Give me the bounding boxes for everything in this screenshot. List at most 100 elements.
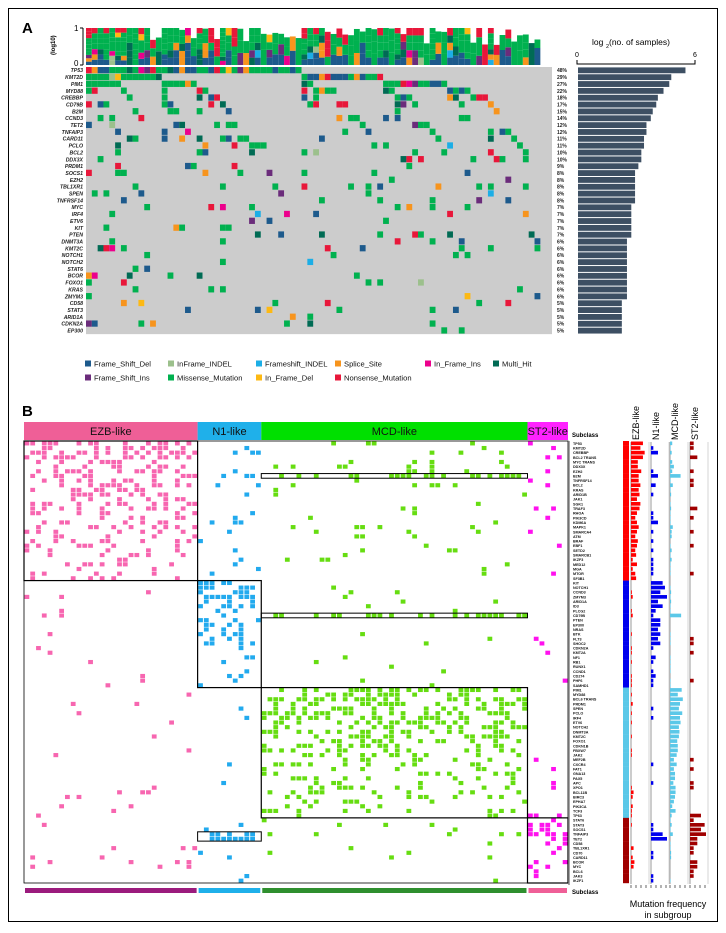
- mutation-frequency-bar: [670, 753, 677, 757]
- subclass-bottom-bar: [25, 888, 197, 893]
- mutation-cell: [111, 808, 117, 814]
- mutation-cell: [290, 711, 296, 716]
- mutation-cell: [331, 441, 337, 446]
- mutation-cell: [70, 576, 76, 581]
- gene-label: DNMT3A: [573, 730, 589, 734]
- mutation-cell: [487, 725, 493, 730]
- mutation-cell: [157, 450, 163, 455]
- mutation-cell: [117, 790, 122, 795]
- mutation-percent: 22%: [557, 89, 568, 95]
- top-bar-segment: [324, 40, 331, 49]
- sample-count-bar: [578, 149, 642, 156]
- mutation-cell: [348, 799, 354, 804]
- mutation-cell: [126, 135, 133, 142]
- mutation-cell: [556, 813, 562, 818]
- gene-label: SOCS1: [65, 171, 83, 177]
- mutation-cell: [354, 525, 360, 530]
- mutation-cell: [82, 450, 88, 455]
- mutation-cell: [163, 506, 169, 511]
- mutation-cell: [499, 794, 504, 800]
- top-bar-segment: [103, 49, 110, 55]
- mutation-cell: [493, 711, 499, 716]
- top-bar-segment: [353, 28, 360, 41]
- sample-count-bar: [578, 259, 627, 266]
- mutation-cell: [132, 183, 139, 190]
- mutation-cell: [313, 697, 319, 702]
- mutation-cell: [313, 734, 319, 739]
- mutation-cell: [273, 734, 279, 739]
- top-bar-segment: [126, 35, 133, 43]
- top-bar-segment: [219, 28, 226, 33]
- mutation-cell: [331, 692, 337, 697]
- mutation-cell: [134, 552, 140, 558]
- mutation-cell: [551, 818, 556, 823]
- top-bar-segment: [452, 55, 459, 65]
- mutation-cell: [354, 734, 360, 739]
- mutation-cell: [115, 149, 121, 156]
- mutation-frequency-bar: [651, 595, 667, 599]
- mutation-percent: 7%: [557, 219, 565, 225]
- mutation-frequency-bar: [670, 460, 673, 464]
- mutation-cell: [290, 748, 296, 753]
- gene-label: MED12: [573, 563, 585, 567]
- top-bar-segment: [353, 52, 360, 65]
- mutation-cell: [290, 706, 296, 711]
- top-bar-segment: [307, 52, 314, 59]
- mutation-cell: [157, 520, 163, 525]
- top-bar-segment: [219, 52, 226, 57]
- mutation-cell: [527, 441, 533, 446]
- subgroup-strip: [623, 487, 629, 493]
- top-bar-segment: [202, 43, 209, 51]
- mutation-cell: [232, 608, 238, 613]
- mutation-frequency-bar: [670, 520, 671, 525]
- mutation-cell: [348, 687, 354, 693]
- mutation-cell: [36, 543, 41, 548]
- mutation-cell: [279, 715, 284, 720]
- mutation-cell: [179, 224, 186, 231]
- legend-label: Frame_Shift_Del: [94, 360, 151, 369]
- top-bar-segment: [86, 34, 92, 39]
- mutation-cell: [186, 748, 192, 753]
- mutation-cell: [227, 622, 232, 627]
- mutation-frequency-bar: [670, 501, 671, 506]
- mutation-cell: [418, 725, 423, 730]
- top-bar-segment: [132, 33, 139, 39]
- top-bar-segment: [388, 40, 395, 53]
- top-bar-segment: [103, 43, 110, 50]
- mutation-cell: [458, 790, 464, 795]
- mutation-cell: [261, 715, 267, 720]
- mutation-percent: 5%: [557, 322, 565, 328]
- top-bar-segment: [418, 35, 424, 43]
- mutation-cell: [289, 313, 296, 320]
- freq-column-label: MCD-like: [670, 403, 680, 440]
- mutation-cell: [53, 464, 59, 469]
- mutation-cell: [302, 706, 308, 711]
- mutation-cell: [117, 501, 122, 506]
- top-bar-segment: [493, 54, 500, 65]
- mutation-frequency-bar: [670, 599, 672, 604]
- mutation-cell: [273, 725, 279, 730]
- mutation-cell: [128, 478, 134, 483]
- mutation-cell: [36, 459, 41, 465]
- mutation-cell: [244, 594, 250, 599]
- mutation-cell: [273, 720, 279, 725]
- mutation-cell: [255, 566, 261, 572]
- mutation-cell: [30, 473, 36, 479]
- mutation-cell: [331, 697, 337, 702]
- mutation-cell: [203, 594, 209, 599]
- top-bar-segment: [406, 42, 413, 51]
- subgroup-strip: [623, 529, 629, 535]
- mutation-cell: [354, 720, 360, 725]
- mutation-cell: [243, 67, 250, 74]
- mutation-cell: [371, 753, 377, 758]
- mutation-frequency-bar: [670, 697, 683, 702]
- top-bar-segment: [365, 42, 372, 51]
- mutation-cell: [208, 94, 215, 101]
- mutation-cell: [348, 725, 354, 730]
- mutation-cell: [244, 655, 250, 660]
- mutation-percent: 6%: [557, 281, 565, 287]
- top-bar-segment: [86, 61, 92, 65]
- mutation-cell: [475, 753, 481, 758]
- mutation-cell: [203, 618, 209, 623]
